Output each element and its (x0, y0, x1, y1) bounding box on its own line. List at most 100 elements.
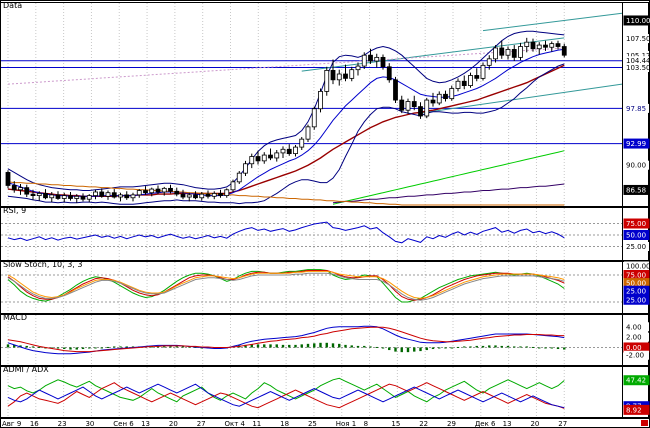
y-axis-label: 25.00 (626, 287, 646, 295)
candle-body (105, 192, 111, 197)
histogram-bar (319, 342, 322, 348)
candle-body (43, 193, 48, 199)
y-axis-tag (624, 160, 649, 170)
price-series-sma_green (332, 150, 565, 205)
y-axis-tag (624, 34, 649, 44)
histogram-bar (500, 345, 503, 348)
y-axis-tag (623, 230, 650, 240)
indicator-series-rsi (7, 221, 565, 244)
histogram-bar (400, 347, 403, 353)
candle-body (486, 58, 492, 66)
candle-body (36, 193, 42, 196)
histogram-bar (150, 346, 153, 348)
candle-body (49, 194, 55, 199)
histogram-bar (94, 347, 97, 349)
histogram-bar (544, 347, 547, 349)
histogram-bar (369, 346, 372, 348)
candle-body (5, 172, 11, 186)
candle-body (455, 80, 461, 89)
y-axis-label: 97.85 (626, 105, 646, 113)
channel-line (420, 83, 623, 114)
candle-body (149, 188, 155, 194)
y-axis-label: 103.50 (626, 64, 650, 72)
candle-body (243, 163, 248, 174)
histogram-bar (244, 344, 247, 348)
candle-body (136, 190, 142, 196)
candle-body (399, 99, 405, 111)
candle-body (30, 193, 36, 196)
histogram-bar (413, 347, 416, 352)
histogram-bar (131, 346, 135, 348)
candle-body (93, 191, 98, 196)
y-axis-tag (623, 138, 650, 149)
candle-body (393, 79, 398, 101)
histogram-bar (81, 347, 85, 350)
histogram-bar (519, 346, 522, 348)
histogram-bar (513, 346, 516, 348)
x-tick-label: 11 (252, 420, 261, 428)
y-axis-tag (624, 56, 649, 66)
candle-body (236, 172, 242, 183)
rsi-panel: 75.00 50.00 25.00 (0, 207, 650, 261)
candle-body (536, 44, 542, 50)
candle-body (524, 41, 530, 47)
y-axis-label: 25.00 (626, 296, 646, 304)
histogram-bar (325, 342, 328, 348)
x-tick-label: 22 (419, 420, 428, 428)
candle-body (130, 194, 136, 199)
histogram-bar (506, 345, 510, 348)
rsi-panel-title: RSI, 9 (3, 206, 26, 215)
candle-body (380, 56, 386, 68)
candle-body (468, 75, 473, 87)
histogram-bar (419, 347, 422, 352)
histogram-bar (25, 345, 28, 348)
candle-body (161, 187, 167, 193)
histogram-bar (344, 344, 347, 348)
candle-body (155, 188, 161, 193)
histogram-bar (556, 347, 560, 350)
y-axis-label: 104.44 (626, 57, 650, 65)
candle-body (186, 194, 192, 198)
candle-body (268, 154, 273, 159)
candle-body (561, 46, 567, 56)
candle-body (11, 185, 17, 191)
histogram-bar (456, 346, 460, 348)
histogram-bar (350, 345, 353, 348)
histogram-bar (50, 347, 53, 349)
histogram-bar (481, 345, 485, 348)
histogram-bar (156, 346, 160, 348)
histogram-bar (56, 347, 60, 349)
histogram-bar (550, 347, 553, 349)
x-tick-label: Окт 4 (225, 420, 246, 428)
stoch-panel-title: Slow Stoch, 10, 3, 3 (3, 260, 82, 269)
histogram-bar (281, 344, 285, 348)
histogram-bar (169, 346, 172, 348)
y-axis-tag (623, 218, 650, 229)
histogram-bar (463, 346, 466, 348)
candle-body (386, 66, 392, 81)
y-axis-tag (624, 261, 649, 271)
histogram-bar (306, 343, 310, 348)
y-axis-tag (624, 63, 649, 73)
candle-body (411, 101, 417, 107)
y-axis-tag (623, 404, 650, 415)
candle-body (374, 56, 380, 62)
x-tick-label: 30 (85, 420, 94, 428)
panel-frame (0, 366, 623, 418)
histogram-bar (356, 345, 360, 348)
candle-body (518, 46, 523, 58)
histogram-bar (388, 347, 391, 351)
y-axis-tag (624, 242, 649, 251)
x-tick-label: Ноя 1 (336, 420, 356, 428)
histogram-bar (269, 344, 272, 348)
histogram-bar (13, 344, 16, 348)
histogram-bar (275, 344, 278, 348)
x-tick-label: 23 (58, 420, 67, 428)
candle-body (111, 192, 117, 198)
channel-line (482, 12, 623, 32)
y-axis-label: 107.50 (626, 35, 650, 43)
candle-body (424, 99, 430, 117)
candle-body (174, 190, 180, 195)
y-axis-tag (624, 103, 649, 113)
